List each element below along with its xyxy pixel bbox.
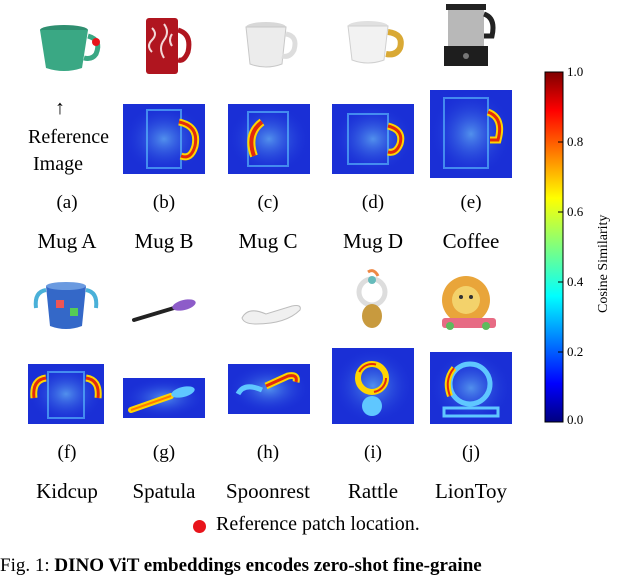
legend-marker: [193, 520, 206, 533]
object-name-liontoy: LionToy: [434, 479, 508, 503]
legend-text: Reference patch location.: [216, 513, 420, 535]
colorbar-tick-1-0: 1.0: [567, 64, 584, 79]
spatula-image: [132, 299, 196, 322]
subfigure-label-d: (d): [361, 192, 385, 213]
subfigure-label-g: (g): [152, 442, 176, 463]
colorbar-tick-0-4: 0.4: [567, 274, 584, 289]
coffee-maker-image: [444, 4, 496, 66]
heatmap-coffee: [430, 90, 512, 178]
subfigure-label-h: (h): [256, 442, 280, 463]
heatmap-kidcup: [28, 364, 104, 424]
object-name-kidcup: Kidcup: [36, 479, 98, 503]
object-name-mug-c: Mug C: [238, 229, 298, 253]
reference-label: Reference: [28, 126, 110, 148]
object-name-coffee: Coffee: [442, 229, 500, 253]
object-name-mug-b: Mug B: [134, 229, 194, 253]
liontoy-image: [442, 276, 496, 330]
colorbar: [544, 71, 564, 423]
spoonrest-image: [241, 305, 301, 325]
reference-arrow: ↑: [55, 97, 65, 119]
object-name-mug-d: Mug D: [342, 229, 404, 253]
subfigure-label-e: (e): [460, 192, 482, 213]
subfigure-label-a: (a): [56, 192, 78, 213]
colorbar-tick-0-6: 0.6: [567, 204, 584, 219]
subfigure-label-i: (i): [364, 442, 382, 463]
heatmap-spoonrest: [228, 364, 310, 414]
kidcup-image: [33, 282, 99, 329]
subfigure-label-c: (c): [257, 192, 279, 213]
heatmap-rattle: [332, 348, 414, 424]
object-name-spoonrest: Spoonrest: [226, 479, 310, 503]
mug-a-image: [40, 25, 101, 71]
image-label: Image: [33, 153, 83, 175]
object-name-spatula: Spatula: [132, 479, 196, 503]
colorbar-label: Cosine Similarity: [596, 214, 611, 313]
mug-b-image: [146, 18, 192, 74]
figure-caption: Fig. 1: DINO ViT embeddings encodes zero…: [0, 555, 482, 577]
heatmap-spatula: [123, 378, 205, 418]
heatmap-mug-c: [228, 104, 310, 174]
subfigure-label-b: (b): [152, 192, 176, 213]
mug-c-image: [245, 22, 298, 68]
colorbar-tick-0-8: 0.8: [567, 134, 584, 149]
object-name-rattle: Rattle: [347, 479, 399, 503]
heatmap-mug-b: [123, 104, 205, 174]
mug-d-image: [347, 21, 404, 64]
colorbar-tick-0-0: 0.0: [567, 412, 584, 427]
colorbar-tick-0-2: 0.2: [567, 344, 584, 359]
reference-patch-marker: [92, 38, 100, 46]
heatmap-mug-d: [332, 104, 414, 174]
subfigure-label-f: (f): [57, 442, 77, 463]
heatmap-liontoy: [430, 352, 512, 424]
caption-prefix: Fig. 1:: [0, 555, 55, 576]
object-name-mug-a: Mug A: [37, 229, 97, 253]
rattle-image: [356, 269, 388, 328]
subfigure-label-j: (j): [462, 442, 480, 463]
caption-bold-text: DINO ViT embeddings encodes zero-shot fi…: [54, 555, 482, 576]
